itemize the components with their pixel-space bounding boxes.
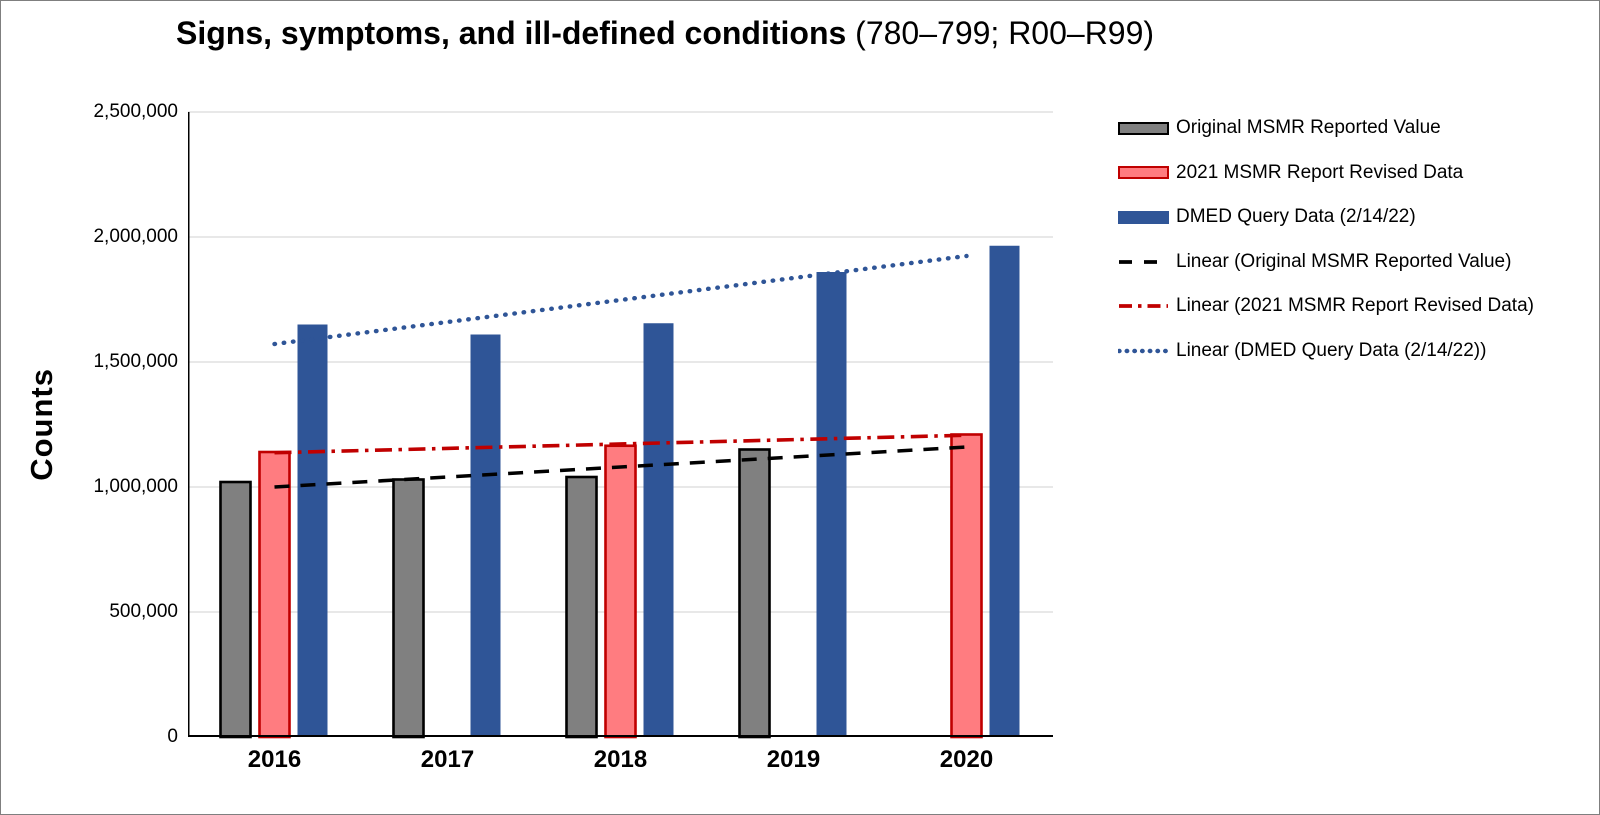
- bar-2017-series-2: [470, 334, 501, 737]
- x-tick-label-2018: 2018: [593, 746, 648, 773]
- trendline-2: [272, 253, 969, 347]
- bar-2018-series-0: [565, 475, 598, 739]
- x-tick-label-2016: 2016: [247, 746, 302, 773]
- y-tick-label: 0: [167, 726, 178, 747]
- chart-title-code-range: (780–799; R00–R99): [846, 15, 1155, 51]
- legend-label: DMED Query Data (2/14/22): [1176, 206, 1416, 228]
- y-tick-label: 2,000,000: [93, 226, 178, 247]
- x-tick-label-2017: 2017: [420, 746, 475, 773]
- legend-label: Original MSMR Reported Value: [1176, 117, 1441, 138]
- legend-entry: 2021 MSMR Report Revised Data: [1118, 161, 1464, 183]
- trendline-1: [274, 433, 967, 455]
- x-tick-label-2019: 2019: [766, 746, 821, 773]
- y-tick-label: 2,500,000: [93, 101, 178, 122]
- y-axis-title: Counts: [19, 112, 65, 737]
- legend-entry: Linear (Original MSMR Reported Value): [1118, 250, 1512, 272]
- legend-entry: DMED Query Data (2/14/22): [1118, 206, 1416, 228]
- bar-2016-series-0: [219, 480, 252, 739]
- bar-2018-series-1: [604, 444, 637, 739]
- legend-label: 2021 MSMR Report Revised Data: [1176, 161, 1464, 183]
- y-tick-label: 1,000,000: [93, 476, 178, 497]
- legend-label: Linear (Original MSMR Reported Value): [1176, 250, 1512, 272]
- y-axis-title-text: Counts: [24, 368, 59, 481]
- legend-label: Linear (DMED Query Data (2/14/22)): [1176, 340, 1487, 361]
- legend-entry: Original MSMR Reported Value: [1118, 117, 1441, 138]
- bar-2020-series-1: [950, 433, 983, 739]
- chart-title: Signs, symptoms, and ill-defined conditi…: [176, 13, 1154, 55]
- legend-dash-dot-line-icon: [1119, 304, 1168, 309]
- bar-2017-series-0: [392, 478, 425, 739]
- legend-entry: Linear (2021 MSMR Report Revised Data): [1118, 295, 1534, 317]
- legend-dotted-line-icon: [1118, 348, 1169, 354]
- legend-bar-swatch-icon: [1118, 210, 1169, 224]
- legend-entry: Linear (DMED Query Data (2/14/22)): [1118, 340, 1487, 361]
- bar-2016-series-1: [258, 450, 291, 739]
- legend-bar-swatch-icon: [1118, 166, 1169, 180]
- bar-2020-series-2: [989, 245, 1020, 737]
- bar-2018-series-2: [643, 323, 674, 737]
- legend-dashed-line-icon: [1119, 259, 1168, 264]
- bar-2019-series-2: [816, 272, 847, 737]
- bar-2019-series-0: [738, 448, 771, 739]
- bar-2016-series-2: [297, 324, 328, 737]
- chart-title-main: Signs, symptoms, and ill-defined conditi…: [176, 15, 847, 51]
- y-tick-label: 1,500,000: [93, 351, 178, 372]
- y-tick-label: 500,000: [109, 601, 178, 622]
- x-tick-label-2020: 2020: [939, 746, 994, 773]
- plot-area: [188, 111, 1053, 739]
- legend-label: Linear (2021 MSMR Report Revised Data): [1176, 295, 1534, 317]
- trendline-0: [274, 445, 967, 489]
- legend-bar-swatch-icon: [1118, 121, 1169, 135]
- chart-plot-svg: [188, 111, 1053, 739]
